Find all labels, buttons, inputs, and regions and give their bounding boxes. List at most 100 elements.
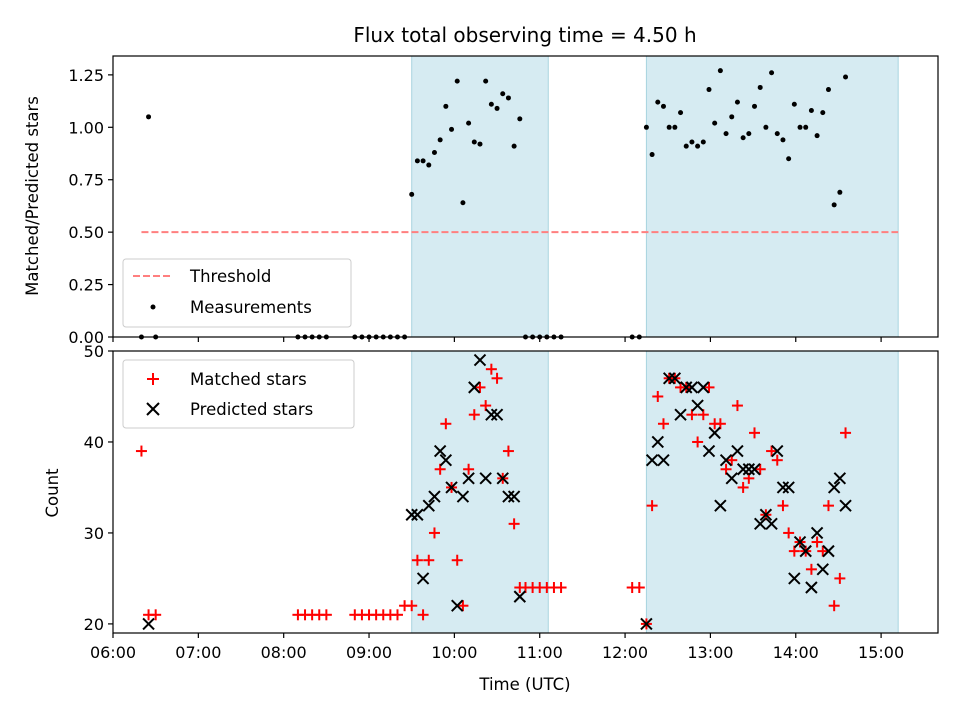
- predicted-point: [428, 490, 441, 503]
- x-tick-label: 07:00: [175, 643, 221, 662]
- predicted-point: [702, 444, 716, 458]
- matched-point: [657, 418, 669, 430]
- predicted-point: [697, 381, 710, 394]
- y-tick-label: 1.00: [68, 118, 104, 137]
- ratio-y-ticks: 0.00 0.25 0.50 0.75 1.00 1.25: [68, 66, 113, 347]
- predicted-point: [725, 472, 738, 485]
- predicted-points: [142, 353, 852, 631]
- y-tick-label: 0.00: [68, 328, 104, 347]
- legend-matched-swatch: [147, 373, 159, 385]
- measurement-point: [734, 99, 740, 105]
- predicted-point: [651, 435, 664, 449]
- matched-point: [771, 454, 783, 466]
- measurement-point: [443, 103, 449, 109]
- ratio-panel-frame: [112, 55, 939, 338]
- predicted-point: [816, 563, 829, 576]
- predicted-point: [513, 590, 527, 603]
- matched-point: [434, 463, 446, 475]
- matched-point: [417, 609, 429, 621]
- predicted-point: [680, 381, 693, 394]
- predicted-point: [782, 481, 795, 494]
- matched-point: [463, 463, 475, 475]
- matched-point: [840, 427, 852, 439]
- observing-interval-2: [645, 350, 899, 634]
- matched-point: [828, 600, 840, 612]
- predicted-point: [468, 381, 481, 394]
- predicted-point: [736, 463, 750, 476]
- y-tick-label: 0.50: [68, 223, 104, 242]
- predicted-point: [714, 499, 727, 512]
- matched-point: [720, 463, 732, 475]
- measurement-point: [420, 158, 426, 164]
- matched-point: [743, 472, 755, 484]
- measurement-point: [500, 91, 506, 97]
- measurement-point: [837, 189, 843, 195]
- predicted-point: [496, 472, 509, 485]
- observing-interval-2: [645, 55, 899, 338]
- matched-point: [737, 481, 749, 493]
- measurement-point: [655, 99, 661, 105]
- predicted-point: [433, 444, 447, 458]
- legend-threshold-label: Threshold: [189, 267, 271, 286]
- matched-point: [822, 500, 834, 512]
- observing-intervals: [411, 350, 899, 634]
- x-tick-label: 13:00: [687, 643, 733, 662]
- predicted-point: [793, 535, 807, 549]
- predicted-point: [668, 372, 682, 385]
- x-tick-label: 09:00: [346, 643, 392, 662]
- matched-point: [391, 609, 403, 621]
- matched-point: [805, 563, 817, 575]
- measurement-point: [695, 143, 701, 149]
- measurement-point: [505, 95, 511, 101]
- predicted-point: [462, 472, 475, 485]
- matched-point: [811, 536, 823, 548]
- measurement-point: [712, 120, 718, 126]
- matched-point: [508, 518, 520, 530]
- measurement-point: [769, 70, 775, 76]
- predicted-point: [490, 408, 504, 421]
- matched-point: [485, 363, 497, 375]
- count-x-ticks: 06:00 07:00 08:00 09:00 10:00 11:00 12:00 13:00…: [90, 633, 904, 662]
- y-tick-label: 20: [84, 615, 104, 634]
- measurement-point: [454, 78, 460, 84]
- matched-point: [697, 409, 709, 421]
- predicted-point: [839, 499, 852, 512]
- predicted-point: [445, 481, 458, 494]
- predicted-point: [691, 399, 704, 412]
- predicted-point: [776, 481, 790, 494]
- predicted-point: [731, 444, 744, 458]
- predicted-point: [411, 508, 424, 521]
- predicted-point: [142, 617, 155, 631]
- predicted-point: [657, 453, 670, 467]
- matched-point: [646, 500, 658, 512]
- measurement-point: [649, 152, 655, 158]
- predicted-point: [422, 499, 435, 512]
- matched-point: [320, 609, 332, 621]
- y-tick-label: 1.25: [68, 66, 104, 85]
- measurement-point: [825, 87, 831, 93]
- predicted-point: [827, 481, 841, 494]
- measurement-point: [780, 137, 786, 143]
- matched-point: [686, 409, 698, 421]
- measurement-point: [803, 124, 809, 130]
- measurement-point: [672, 124, 678, 130]
- matched-point: [555, 582, 567, 594]
- predicted-point: [685, 381, 699, 394]
- matched-point: [766, 445, 778, 457]
- legend-measurements-label: Measurements: [190, 298, 312, 317]
- matched-point: [428, 527, 440, 539]
- measurement-point: [437, 137, 443, 143]
- predicted-point: [451, 599, 464, 612]
- measurement-point: [426, 162, 432, 168]
- measurement-point: [723, 131, 729, 137]
- matched-point: [491, 372, 503, 384]
- matched-point: [749, 427, 761, 439]
- matched-point: [457, 600, 469, 612]
- measurement-point: [643, 124, 649, 130]
- y-tick-label: 40: [84, 433, 104, 452]
- measurement-point: [820, 110, 826, 116]
- matched-points: [135, 363, 852, 630]
- measurement-point: [471, 139, 477, 145]
- matched-point: [652, 390, 664, 402]
- count-y-ticks: 20 30 40 50: [84, 342, 113, 634]
